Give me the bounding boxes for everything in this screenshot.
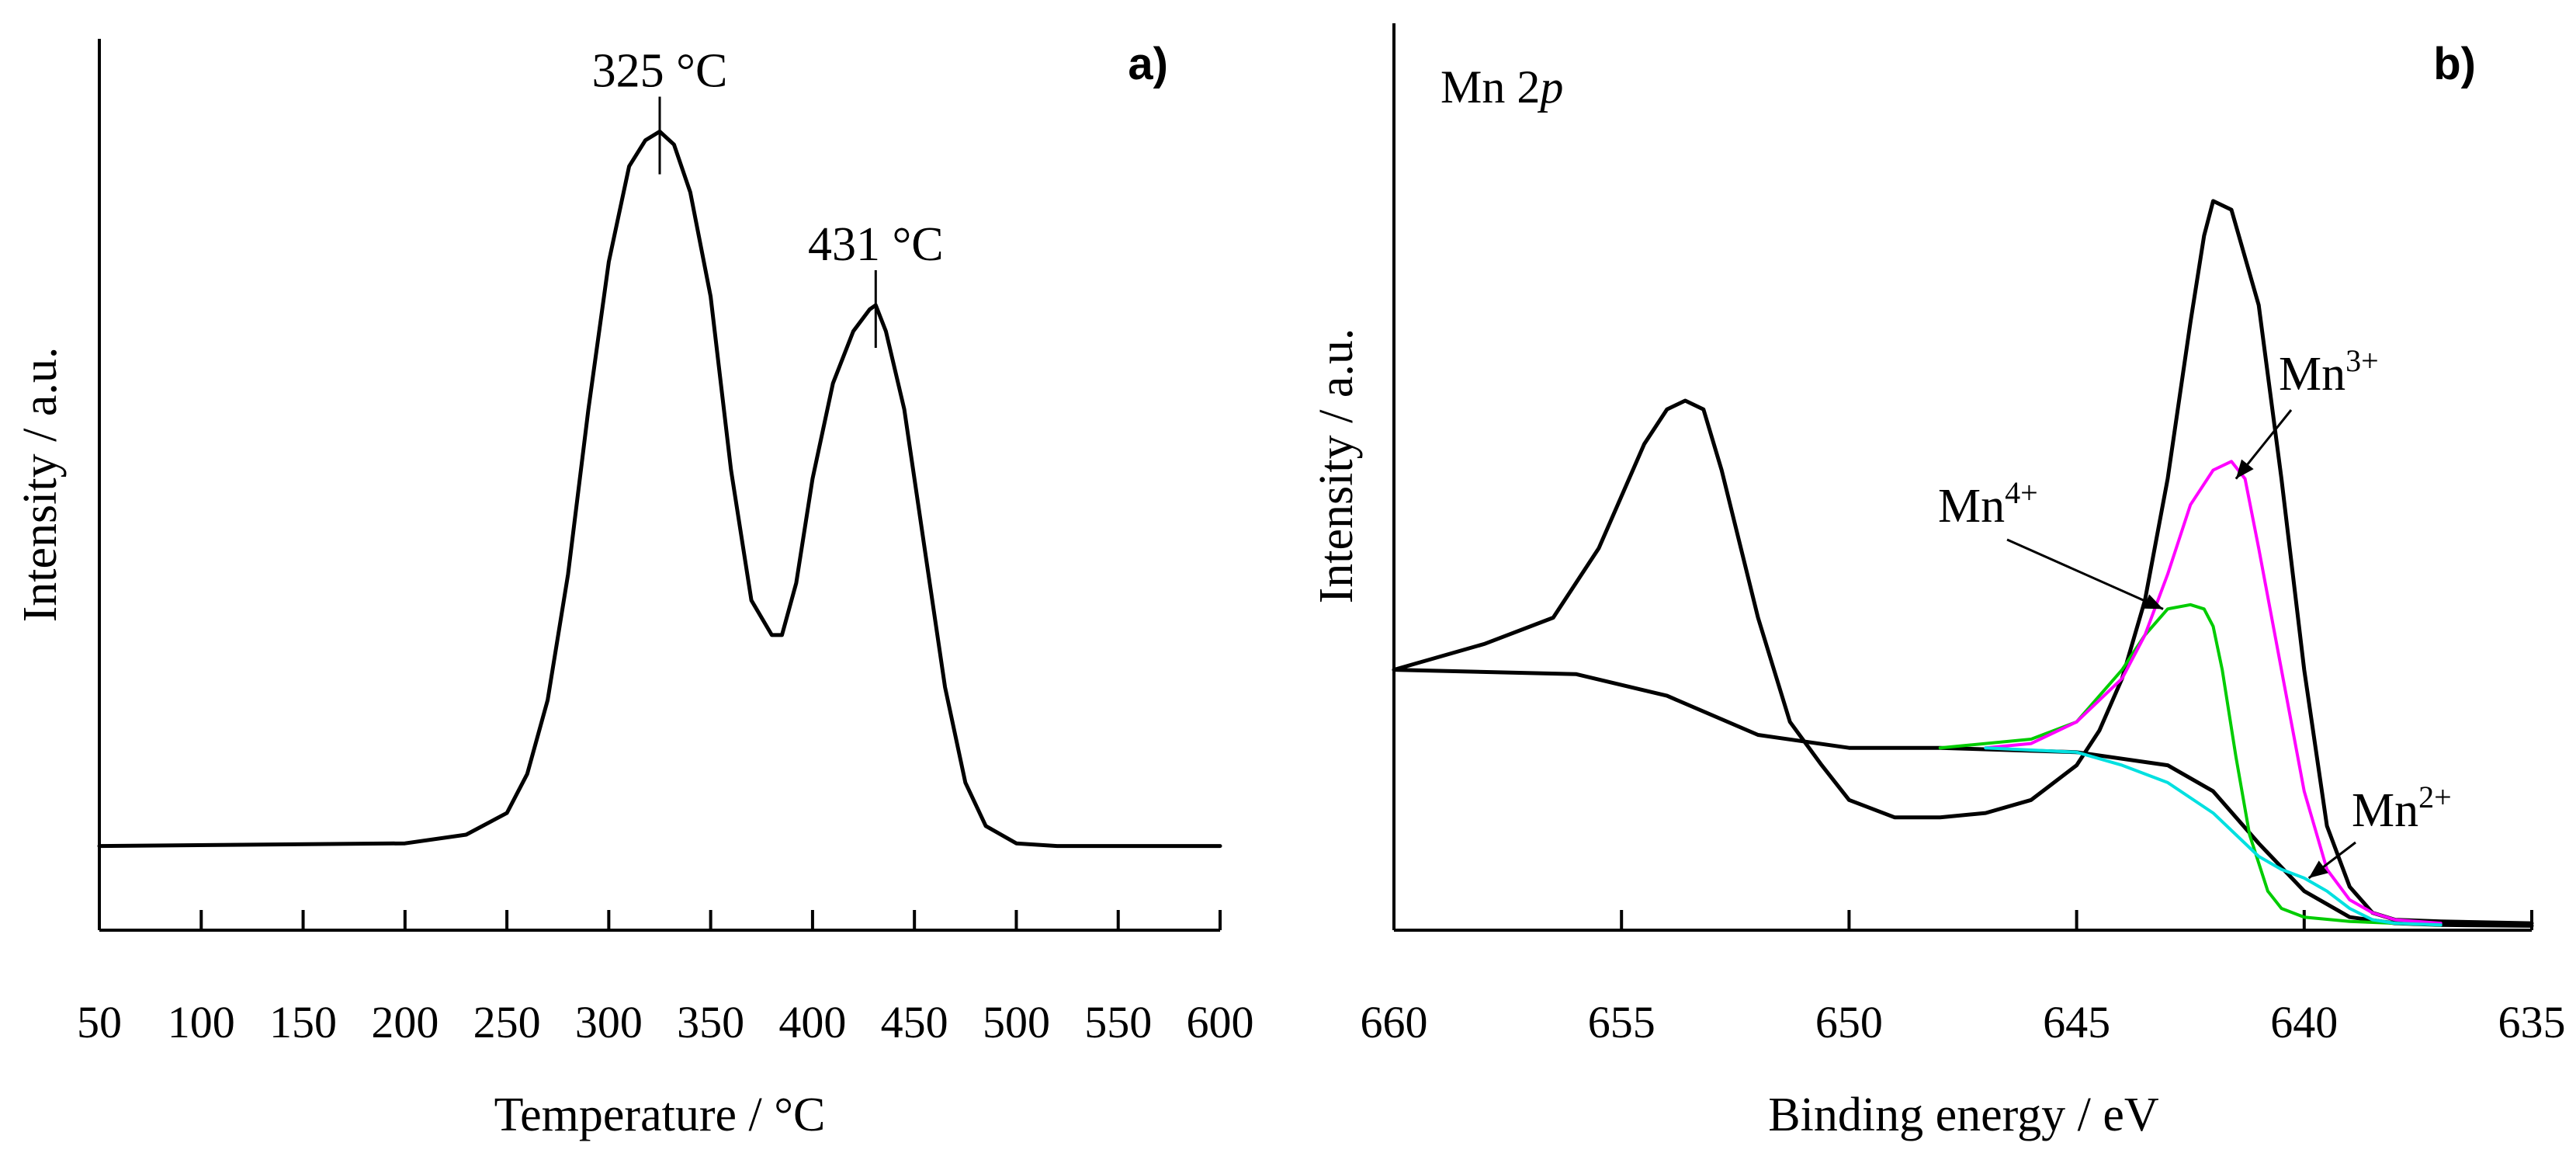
panel-a-x-tick-label: 150 bbox=[269, 997, 337, 1047]
panel-b-label-mn4-sup: 4+ bbox=[2005, 475, 2038, 510]
panel-a-x-tick-label: 250 bbox=[473, 997, 541, 1047]
panel-b-series bbox=[1392, 199, 2534, 928]
panel-b-label-mn2: Mn2+ bbox=[2352, 780, 2452, 837]
panel-b-arrowhead-mn3 bbox=[2235, 459, 2254, 479]
panel-b-title: Mn 2p bbox=[1441, 61, 1563, 113]
panel-b-x-tick-label: 645 bbox=[2043, 997, 2110, 1047]
panel-b-label-mn2-sup: 2+ bbox=[2418, 780, 2452, 814]
panel-a-x-tick-label: 300 bbox=[575, 997, 643, 1047]
panel-b-x-label: Binding energy / eV bbox=[1768, 1089, 2159, 1141]
panel-a-x-label: Temperature / °C bbox=[494, 1089, 826, 1141]
panel-b-x-tick-labels: 660 655 650 645 640 635 bbox=[1361, 997, 2566, 1047]
panel-a-series-tpr-profile bbox=[97, 129, 1222, 849]
panel-a-x-tick-label: 400 bbox=[778, 997, 846, 1047]
panel-a-x-tick-label: 550 bbox=[1084, 997, 1152, 1047]
panel-b-arrowhead-mn4 bbox=[2143, 594, 2164, 610]
panel-b-y-label: Intensity / a.u. bbox=[1310, 328, 1363, 604]
panel-b-panel-label: b) bbox=[2433, 39, 2476, 89]
panel-a-peak-label: 431 °C bbox=[808, 218, 944, 271]
panel-a-peak-label: 325 °C bbox=[592, 44, 728, 97]
panel-b-series-mn2 bbox=[1984, 746, 2443, 927]
panel-a-annotations: 325 °C 431 °C bbox=[592, 44, 944, 349]
panel-a-x-tick-labels: 50 100 150 200 250 300 350 400 450 500 550 600 bbox=[77, 997, 1254, 1047]
panel-a-x-tick-label: 100 bbox=[168, 997, 235, 1047]
panel-b-x-tick-label: 655 bbox=[1588, 997, 1656, 1047]
panel-a-x-ticks bbox=[98, 910, 1222, 930]
panel-b-label-mn4: Mn4+ bbox=[1938, 475, 2038, 533]
panel-b-label-mn3-base: Mn bbox=[2279, 348, 2345, 401]
panel-b-annotations: Mn3+Mn4+Mn2+ bbox=[1938, 343, 2452, 880]
panel-b-series-mn3 bbox=[1984, 460, 2443, 926]
panel-a-y-label: Intensity / a.u. bbox=[14, 347, 67, 623]
panel-b-x-tick-label: 650 bbox=[1815, 997, 1883, 1047]
panel-b-title-main: Mn 2 bbox=[1441, 61, 1540, 113]
panel-b-x-tick-label: 660 bbox=[1361, 997, 1428, 1047]
panel-a-series bbox=[97, 129, 1222, 849]
panel-b-series-experimental-spectrum bbox=[1392, 199, 2534, 926]
panel-b-arrowhead-mn2 bbox=[2308, 860, 2328, 878]
panel-a-x-tick-label: 450 bbox=[881, 997, 948, 1047]
panel-a-x-tick-label: 50 bbox=[77, 997, 122, 1047]
panel-b: 660 655 650 645 640 635 Mn3+Mn4+Mn2+ Binding … bbox=[1310, 23, 2566, 1141]
panel-a-panel-label: a) bbox=[1128, 39, 1168, 89]
panel-a-x-tick-label: 600 bbox=[1187, 997, 1254, 1047]
panel-b-series-mn4 bbox=[1938, 603, 2443, 927]
panel-b-x-tick-label: 640 bbox=[2270, 997, 2338, 1047]
panel-b-arrow-mn4 bbox=[2006, 538, 2164, 610]
panel-b-label-mn3: Mn3+ bbox=[2279, 343, 2379, 401]
panel-b-label-mn3-sup: 3+ bbox=[2345, 343, 2379, 378]
panel-b-title-italic: p bbox=[1537, 61, 1563, 113]
panel-b-x-tick-label: 635 bbox=[2498, 997, 2566, 1047]
panel-a: 50 100 150 200 250 300 350 400 450 500 550 600 325 … bbox=[14, 39, 1254, 1141]
panel-a-x-tick-label: 500 bbox=[983, 997, 1050, 1047]
panel-b-label-mn2-base: Mn bbox=[2352, 784, 2418, 837]
panel-a-x-tick-label: 200 bbox=[371, 997, 439, 1047]
panel-a-x-tick-label: 350 bbox=[677, 997, 744, 1047]
panel-b-label-mn4-base: Mn bbox=[1938, 480, 2005, 533]
